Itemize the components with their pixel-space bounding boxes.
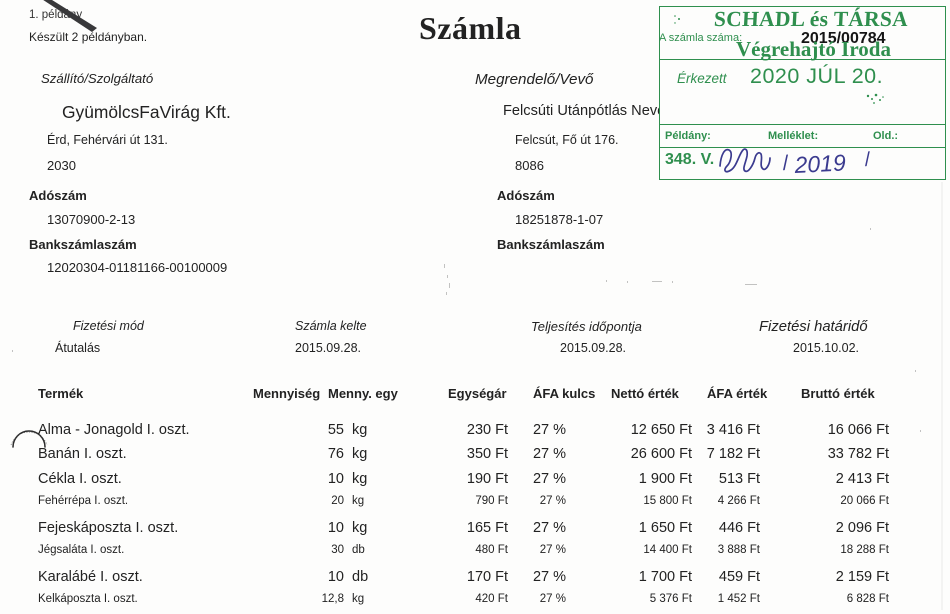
- svg-text:/: /: [864, 149, 871, 171]
- svg-text:2019: 2019: [793, 149, 847, 178]
- svg-text:/: /: [782, 152, 789, 175]
